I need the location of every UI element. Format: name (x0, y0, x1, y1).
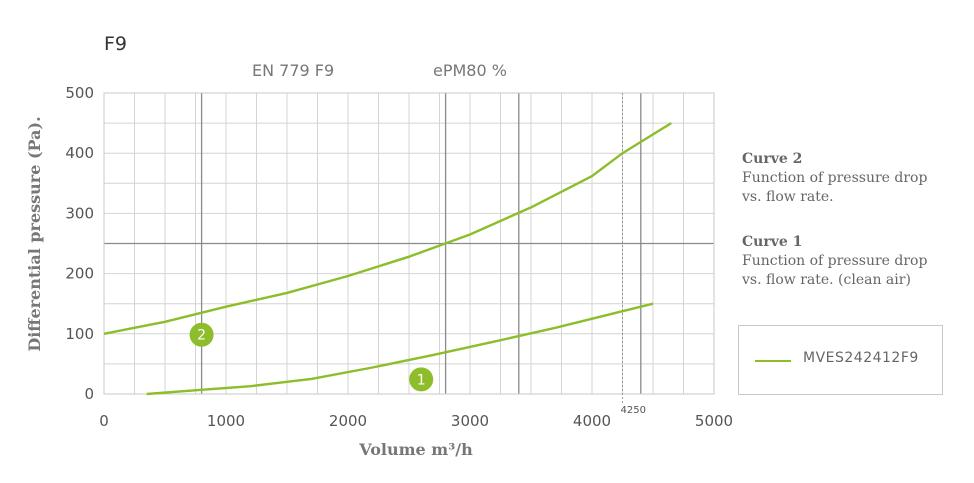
header-label-standard: EN 779 F9 (252, 61, 334, 80)
reference-line-label: 4250 (621, 405, 646, 416)
curve-2-note-line-1: Function of pressure drop (742, 170, 928, 186)
x-tick-label: 2000 (329, 412, 367, 430)
curve-1-note-title: Curve 1 (742, 234, 803, 250)
x-tick-label: 0 (99, 412, 109, 430)
header-label-epm: ePM80 % (433, 61, 507, 80)
curve-2-line (103, 122, 672, 335)
y-tick-label: 100 (65, 325, 94, 343)
x-axis-title: Volume m³/h (358, 440, 473, 459)
curves (103, 122, 672, 396)
y-tick-label: 400 (65, 144, 94, 162)
curve-markers: 21 (189, 322, 434, 392)
tick-labels: 0 1000 2000 3000 4000 5000 0 100 200 300 400 500 (65, 84, 733, 430)
plot-frame (103, 92, 715, 395)
curve-2-marker (189, 322, 214, 347)
curve-1-note-line-2: vs. flow rate. (clean air) (742, 272, 911, 288)
legend: MVES242412F9 (738, 325, 943, 395)
x-tick-label: 4000 (573, 412, 611, 430)
y-tick-label: 300 (65, 204, 94, 222)
curve-1-line (146, 302, 654, 396)
curve-2-note: Curve 2 Function of pressure drop vs. fl… (742, 150, 927, 207)
curve-2-note-line-2: vs. flow rate. (742, 189, 834, 205)
curve-2-note-title: Curve 2 (742, 151, 803, 167)
x-tick-label: 5000 (695, 412, 733, 430)
y-tick-label: 500 (65, 84, 94, 102)
curve-1-marker (409, 367, 434, 392)
y-axis-title: Differential pressure (Pa). (25, 116, 44, 351)
x-tick-label: 1000 (207, 412, 245, 430)
y-tick-label: 200 (65, 265, 94, 283)
x-tick-label: 3000 (451, 412, 489, 430)
reference-line: 4250 (621, 93, 646, 416)
chart-title: F9 (104, 33, 127, 55)
y-tick-label: 0 (84, 385, 94, 403)
legend-swatch (755, 360, 791, 362)
curve-2-marker-label: 2 (197, 328, 206, 344)
legend-label: MVES242412F9 (803, 350, 919, 366)
curve-1-marker-label: 1 (417, 372, 426, 388)
curve-1-note-line-1: Function of pressure drop (742, 253, 928, 269)
curve-1-note: Curve 1 Function of pressure drop vs. fl… (742, 233, 927, 290)
